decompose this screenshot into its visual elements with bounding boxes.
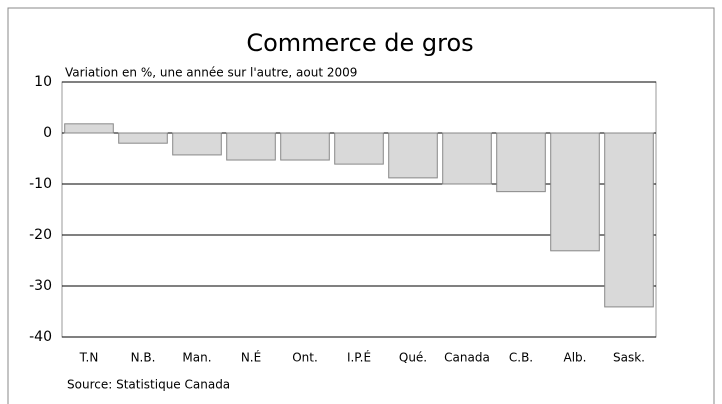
frame	[7, 7, 715, 404]
x-tick-label: Qué.	[399, 351, 427, 365]
x-tick-label: N.B.	[131, 351, 156, 365]
x-tick-label: T.N	[79, 351, 99, 365]
x-tick-label: Man.	[182, 351, 211, 365]
x-tick-label: Canada	[444, 351, 490, 365]
x-tick-label: I.P.É	[347, 350, 371, 365]
bar	[388, 132, 438, 179]
bar	[334, 132, 384, 165]
x-tick-label: Alb.	[564, 351, 587, 365]
subtitle: Variation en %, une année sur l'autre, a…	[65, 66, 357, 80]
bar	[280, 132, 330, 161]
bar	[172, 132, 222, 156]
bar	[226, 132, 276, 161]
bar	[118, 132, 168, 144]
bar	[64, 123, 114, 134]
bar	[550, 132, 600, 252]
y-tick-label: 0	[43, 125, 52, 141]
y-tick-label: -40	[29, 329, 52, 345]
source: Source: Statistique Canada	[67, 378, 230, 392]
x-tick-label: N.É	[241, 350, 261, 365]
x-tick-label: Sask.	[613, 351, 645, 365]
y-tick-label: 10	[34, 74, 52, 90]
x-tick-label: C.B.	[509, 351, 533, 365]
bar	[496, 132, 546, 193]
bar	[604, 132, 654, 308]
chart-title: Commerce de gros	[246, 29, 473, 57]
y-tick-label: -10	[29, 176, 52, 192]
x-tick-label: Ont.	[292, 351, 318, 365]
y-tick-label: -20	[29, 227, 52, 243]
y-tick-label: -30	[29, 278, 52, 294]
bar	[442, 132, 492, 185]
